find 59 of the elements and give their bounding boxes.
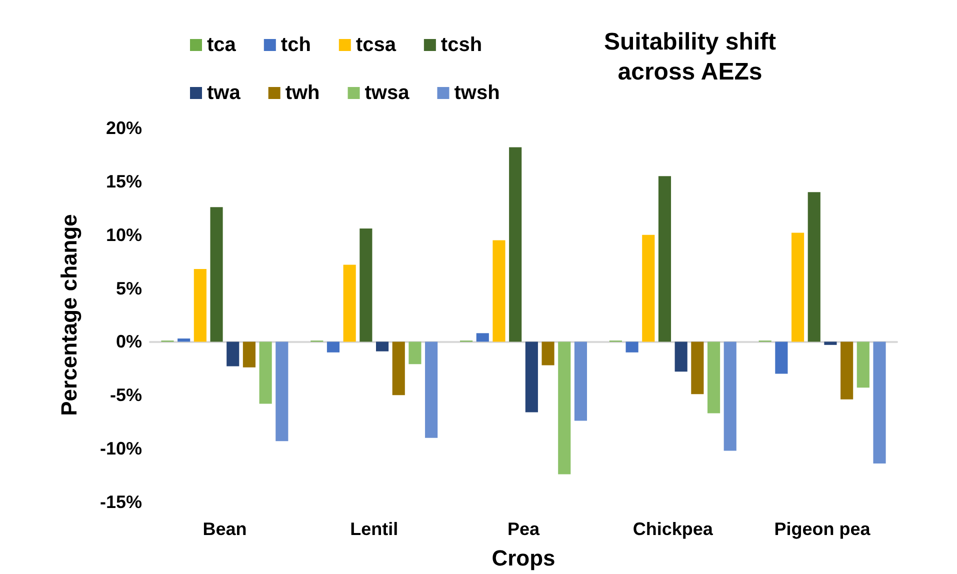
bar xyxy=(210,207,223,342)
bar xyxy=(642,234,655,342)
bar xyxy=(259,342,272,404)
bar xyxy=(242,342,256,368)
x-tick-label: Pigeon pea xyxy=(774,519,872,539)
bar xyxy=(558,342,571,474)
y-tick-label: -5% xyxy=(110,385,142,406)
bar xyxy=(707,342,720,414)
y-tick-label: -15% xyxy=(100,492,142,512)
chart-title: Suitability shift across AEZs xyxy=(604,28,776,86)
bar xyxy=(376,342,389,352)
bar xyxy=(476,333,489,342)
y-tick-label: 20% xyxy=(106,118,142,138)
y-tick-label: 15% xyxy=(106,171,142,192)
bar xyxy=(691,342,704,394)
bar xyxy=(194,269,206,342)
x-tick-label: Pea xyxy=(507,519,540,539)
y-tick-label: 10% xyxy=(106,224,142,245)
bar xyxy=(626,342,638,352)
bar xyxy=(674,342,688,372)
bar xyxy=(542,342,554,366)
legend-label: twsh xyxy=(454,82,500,104)
bar xyxy=(873,342,886,464)
bar xyxy=(178,338,190,342)
bar xyxy=(525,342,538,412)
legend-label: twa xyxy=(207,82,242,104)
y-tick-label: 0% xyxy=(116,332,142,352)
y-axis-title: Percentage change xyxy=(56,214,82,416)
bar xyxy=(425,342,438,438)
bar xyxy=(808,192,820,342)
x-tick-label: Lentil xyxy=(350,519,398,539)
y-tick-label: 5% xyxy=(116,278,142,298)
legend-label: tcsh xyxy=(440,34,482,56)
x-tick-label: Bean xyxy=(202,519,247,539)
bar xyxy=(824,342,837,345)
legend-label: tca xyxy=(207,34,237,56)
bar xyxy=(343,264,356,342)
bar xyxy=(775,342,788,374)
bar xyxy=(658,176,672,342)
bar xyxy=(509,147,522,342)
bar xyxy=(724,342,736,451)
legend-label: twsa xyxy=(364,82,410,104)
bar xyxy=(574,342,587,421)
bar xyxy=(840,342,854,400)
legend-label: twh xyxy=(285,82,320,104)
bar xyxy=(492,240,506,342)
x-tick-label: Chickpea xyxy=(632,519,714,539)
bar xyxy=(226,342,240,366)
bar xyxy=(856,342,870,388)
bar xyxy=(326,342,340,352)
bar xyxy=(276,342,288,442)
legend-label: tch xyxy=(280,34,311,56)
bar xyxy=(360,228,372,342)
y-tick-label: -10% xyxy=(100,438,142,459)
bar xyxy=(791,232,804,342)
bar xyxy=(392,342,405,396)
legend-label: tcsa xyxy=(356,34,397,56)
bar xyxy=(408,342,422,364)
x-axis-title: Crops xyxy=(492,546,556,570)
